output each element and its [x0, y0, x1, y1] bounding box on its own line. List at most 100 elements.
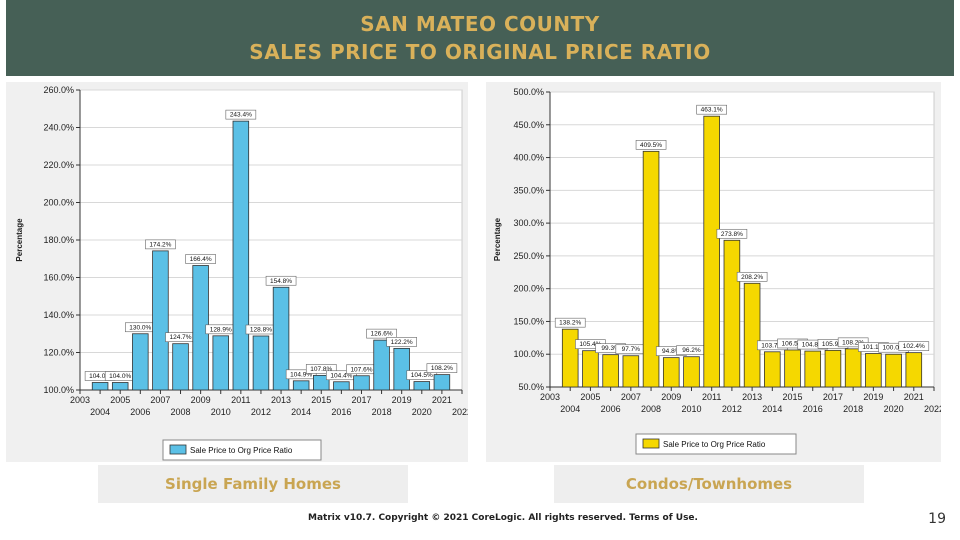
data-label: 97.7%	[622, 346, 641, 353]
single-family-chart-panel: 100.0% 120.0% 140.0% 160.0% 180.0% 200.0% 220.…	[6, 82, 468, 462]
bar	[152, 250, 169, 391]
x-tick-label: 2014	[291, 407, 311, 417]
y-axis-label: Percentage	[15, 218, 24, 262]
y-axis-label: Percentage	[493, 217, 502, 261]
data-label: 124.7%	[170, 334, 192, 341]
data-label-box	[426, 363, 458, 373]
data-label-box	[366, 328, 397, 339]
x-tick-label: 2018	[372, 407, 392, 417]
x-tick-label: 2016	[803, 404, 823, 414]
legend-swatch	[169, 444, 187, 455]
legend-label: Sale Price to Org Price Ratio	[190, 446, 293, 455]
x-tick-label: 2007	[621, 392, 641, 402]
x-tick-label: 2011	[702, 392, 721, 402]
x-tick-label: 2021	[432, 395, 452, 405]
data-label: 273.8%	[721, 231, 743, 238]
bar	[764, 351, 781, 388]
y-tick-label: 50.0%	[518, 382, 544, 392]
y-tick-label: 140.0%	[43, 310, 74, 320]
data-label: 166.4%	[190, 256, 212, 263]
bar	[373, 339, 390, 391]
bar	[91, 382, 109, 391]
data-label-box	[898, 341, 930, 351]
bar	[703, 115, 720, 388]
data-label: 174.2%	[149, 241, 171, 248]
bar	[683, 356, 700, 388]
y-tick-label: 240.0%	[43, 123, 74, 133]
data-label: 463.1%	[701, 107, 723, 114]
bar	[885, 353, 902, 388]
data-label: 107.8%	[310, 366, 332, 373]
data-label: 104.8%	[802, 342, 824, 349]
data-label: 96.2%	[682, 347, 701, 354]
x-tick-label: 2010	[681, 404, 701, 414]
y-tick-label: 260.0%	[43, 85, 74, 95]
y-tick-label: 250.0%	[513, 251, 544, 261]
condo-caption: Condos/Townhomes	[554, 465, 864, 503]
x-tick-label: 2015	[783, 392, 803, 402]
x-tick-label: 2019	[863, 392, 883, 402]
data-label: 104.0%	[109, 373, 131, 380]
data-label: 104.4%	[330, 372, 352, 379]
y-tick-label: 220.0%	[43, 160, 74, 170]
x-tick-label: 2009	[661, 392, 681, 402]
bar	[743, 282, 761, 388]
y-tick-label: 120.0%	[43, 348, 74, 358]
data-label: 122.2%	[391, 339, 413, 346]
bar	[622, 355, 640, 388]
data-label: 105.4%	[579, 341, 601, 348]
y-tick-label: 400.0%	[513, 153, 544, 163]
legend-box	[162, 439, 322, 461]
x-tick-label: 2016	[331, 407, 351, 417]
data-label: 105.9%	[822, 341, 844, 348]
x-tick-label: 2017	[351, 395, 371, 405]
data-label: 208.2%	[741, 274, 763, 281]
bar	[905, 352, 923, 388]
bar	[602, 354, 619, 388]
y-tick-label: 100.0%	[43, 385, 74, 395]
data-label-box	[285, 369, 317, 380]
data-label: 108.2%	[431, 365, 453, 372]
x-tick-label: 2008	[641, 404, 661, 414]
data-label: 106.5%	[782, 340, 804, 347]
data-label: 102.4%	[903, 343, 925, 350]
data-label-box	[386, 337, 417, 347]
title-line-1: SAN MATEO COUNTY	[360, 12, 600, 36]
x-tick-label: 2006	[601, 404, 621, 414]
x-tick-label: 2019	[392, 395, 412, 405]
bar	[824, 349, 842, 388]
x-tick-label: 2003	[70, 395, 90, 405]
bar	[413, 381, 431, 391]
bar	[433, 374, 451, 391]
x-tick-label: 2013	[742, 392, 762, 402]
bar	[561, 328, 579, 388]
bar	[313, 374, 330, 391]
y-tick-label: 450.0%	[513, 120, 544, 130]
bar	[804, 350, 822, 388]
single-family-caption: Single Family Homes	[98, 465, 408, 503]
legend-box	[635, 433, 797, 455]
condo-chart: 50.0% 100.0% 150.0% 200.0% 250.0% 300.0% 350.0…	[493, 87, 941, 455]
bar	[172, 343, 189, 391]
data-label: 104.9%	[290, 371, 312, 378]
y-tick-label: 300.0%	[513, 218, 544, 228]
data-label: 101.1%	[862, 344, 884, 351]
x-tick-label: 2015	[311, 395, 331, 405]
bar	[333, 381, 350, 391]
data-label: 99.3%	[601, 345, 620, 352]
bar	[642, 150, 660, 388]
y-tick-label: 500.0%	[513, 87, 544, 97]
bar	[252, 335, 270, 391]
data-label-box	[305, 364, 337, 374]
bar	[272, 286, 290, 391]
data-label: 128.9%	[210, 326, 232, 333]
y-tick-label: 180.0%	[43, 235, 74, 245]
data-label: 103.7%	[761, 342, 783, 349]
y-tick-label: 350.0%	[513, 185, 544, 195]
bar	[844, 348, 862, 388]
x-tick-label: 2020	[884, 404, 904, 414]
y-tick-label: 150.0%	[513, 316, 544, 326]
x-tick-label: 2010	[211, 407, 231, 417]
x-tick-label: 2021	[904, 392, 924, 402]
x-tick-label: 2018	[843, 404, 863, 414]
